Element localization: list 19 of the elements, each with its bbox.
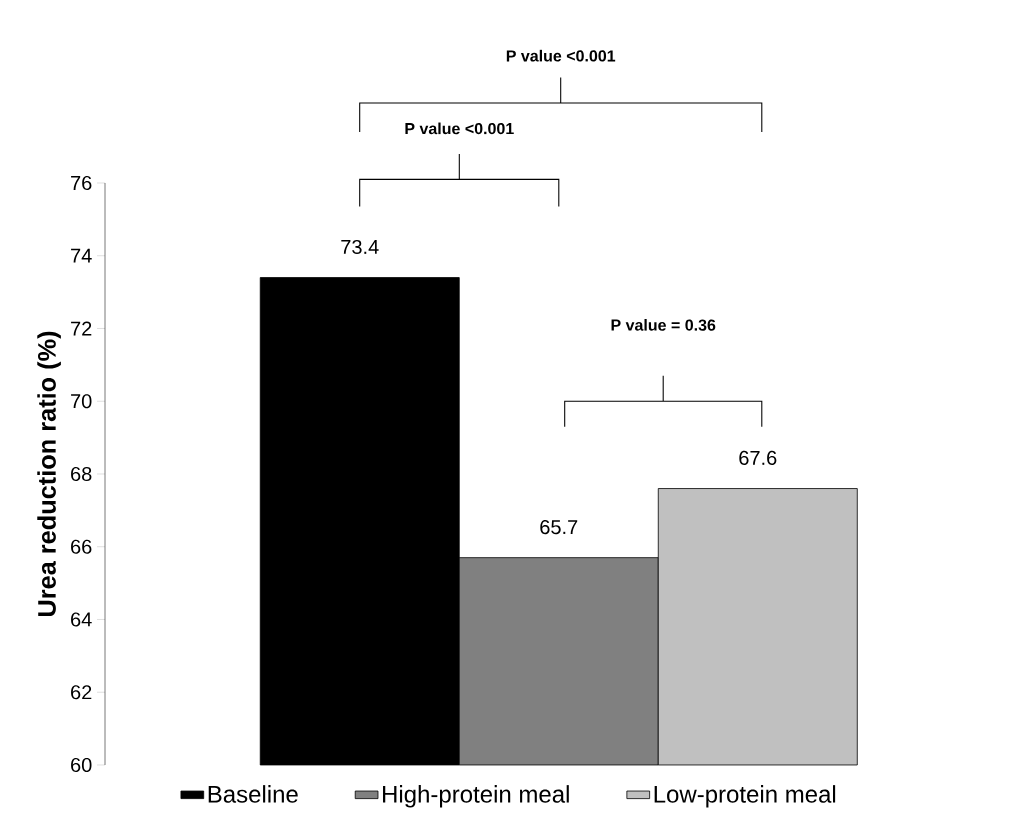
y-tick-label: 62	[71, 685, 92, 700]
y-axis-title: Urea reduction ratio (%)	[37, 331, 61, 617]
y-tick-label: 64	[71, 612, 92, 627]
y-tick-label: 70	[71, 394, 92, 409]
text: P value <0.001	[506, 49, 616, 62]
y-tick-label: 68	[71, 466, 92, 482]
data-label: 67.6	[739, 450, 777, 466]
y-tick-label: 72	[71, 321, 92, 336]
legend-label: Low-protein meal	[654, 785, 836, 808]
y-tick-label: 60	[71, 757, 92, 773]
y-tick-label: 66	[71, 539, 92, 554]
annotation: P value = 0.36	[611, 319, 716, 331]
legend-label: Baseline	[208, 785, 298, 803]
y-tick-label: 76	[71, 175, 92, 191]
text: P value <0.001	[405, 122, 514, 135]
data-label: 65.7	[540, 519, 578, 535]
y-tick-label: 74	[71, 248, 92, 263]
legend-label: High-protein meal	[383, 785, 569, 808]
data-label: 73.4	[341, 239, 379, 255]
